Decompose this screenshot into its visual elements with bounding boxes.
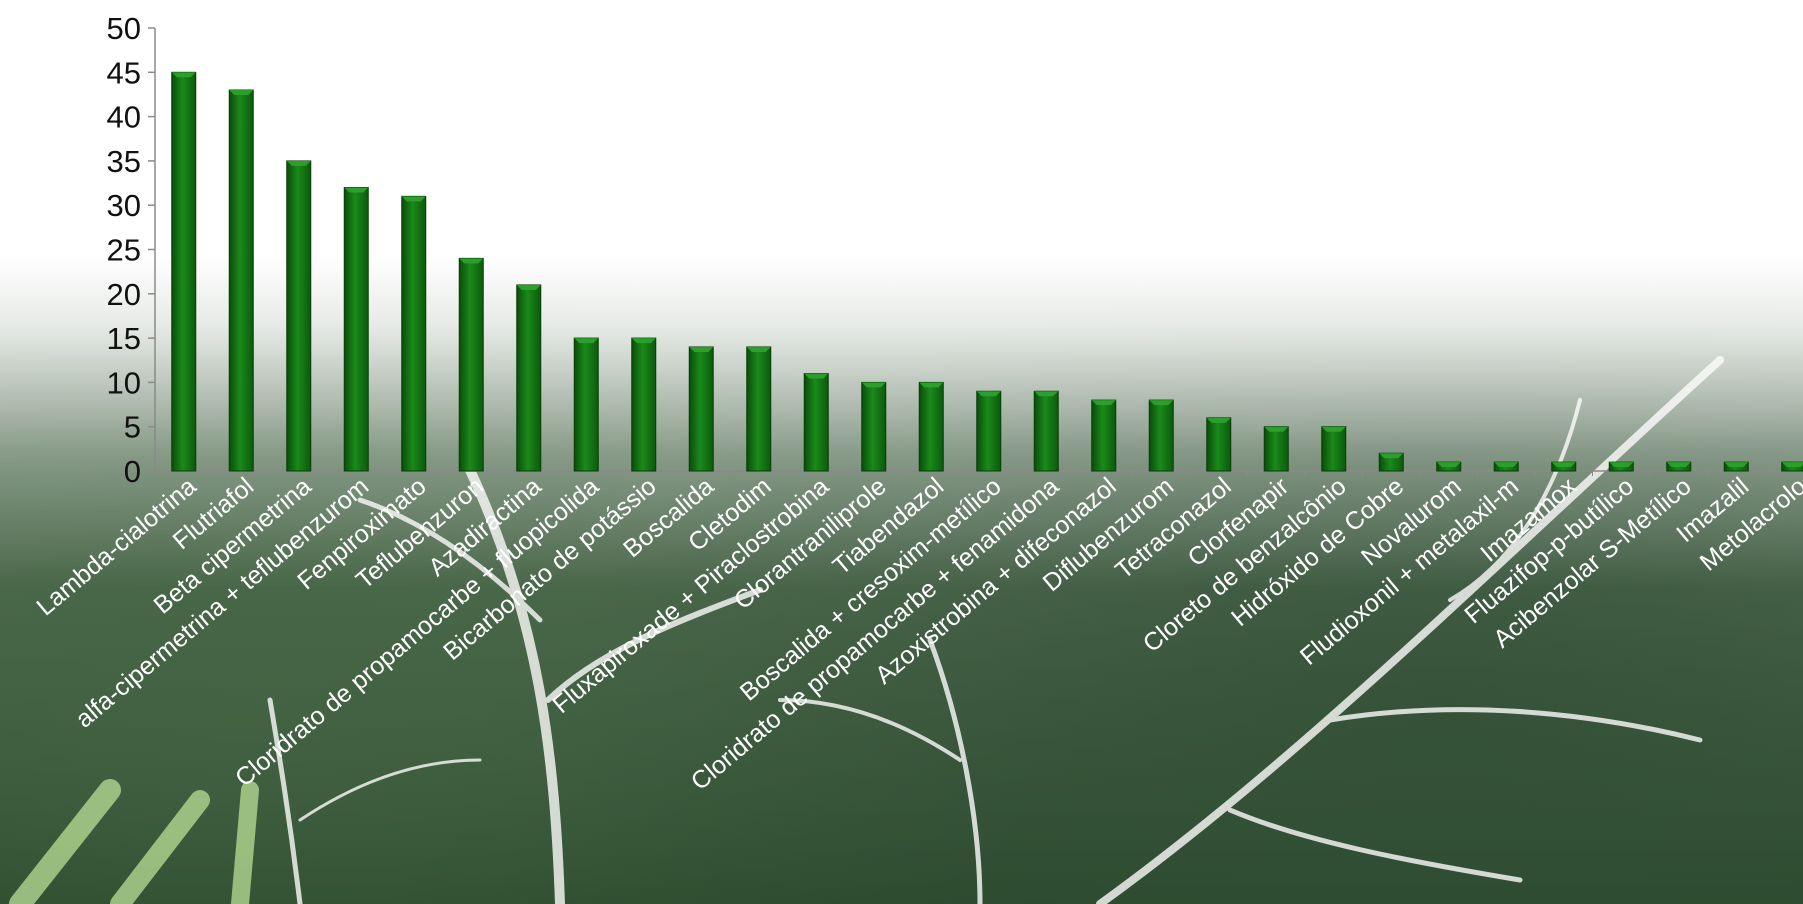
bar [458, 257, 484, 472]
y-tick-label: 30 [107, 188, 141, 223]
bar [746, 346, 772, 472]
y-tick-label: 0 [124, 454, 141, 489]
bar [343, 186, 369, 472]
bar [286, 160, 312, 472]
bar [803, 373, 829, 472]
y-tick-label: 10 [107, 365, 141, 400]
y-tick-label: 50 [107, 11, 141, 46]
bar [1378, 452, 1404, 472]
bar [1551, 461, 1577, 472]
bar [1493, 461, 1519, 472]
bar [573, 337, 599, 472]
bar [401, 195, 427, 472]
bar [1206, 417, 1232, 472]
bar [516, 284, 542, 472]
bar [1321, 426, 1347, 472]
bar [1666, 461, 1692, 472]
bar [1263, 426, 1289, 472]
bar [688, 346, 714, 472]
bar [631, 337, 657, 472]
y-tick-label: 25 [107, 233, 141, 268]
y-tick-label: 45 [107, 55, 141, 90]
y-tick-label: 5 [124, 410, 141, 445]
bar [861, 381, 887, 472]
bars [171, 71, 1803, 476]
bar [1608, 461, 1634, 472]
bar [1723, 461, 1749, 472]
bar [1033, 390, 1059, 472]
y-tick-label: 20 [107, 277, 141, 312]
bar [918, 381, 944, 472]
bar [171, 71, 197, 472]
bar [976, 390, 1002, 472]
bar [1091, 399, 1117, 472]
y-tick-label: 15 [107, 321, 141, 356]
bar [228, 89, 254, 472]
y-tick-label: 40 [107, 100, 141, 135]
bar [1148, 399, 1174, 472]
bar [1781, 461, 1803, 472]
y-axis-ticks: 0 5 10 15 20 25 30 35 40 45 50 [107, 11, 155, 489]
bar [1436, 461, 1462, 472]
y-tick-label: 35 [107, 144, 141, 179]
